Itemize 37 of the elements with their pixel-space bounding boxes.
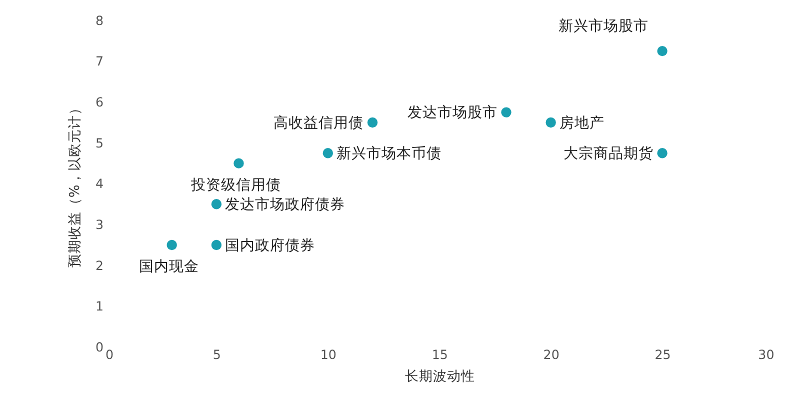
annotation: 新兴市场本币债 — [336, 144, 442, 162]
y-tick-label: 4 — [95, 176, 104, 192]
annotation: 国内政府债券 — [225, 236, 316, 254]
x-tick-label: 5 — [212, 347, 221, 362]
annotation: 高收益信用债 — [274, 114, 364, 132]
x-tick-label: 20 — [543, 347, 560, 362]
y-tick-label: 8 — [95, 12, 104, 28]
y-tick-label: 3 — [95, 216, 104, 232]
annotation: 国内现金 — [138, 258, 199, 276]
x-tick-label: 0 — [105, 347, 114, 362]
y-tick-label: 7 — [95, 54, 104, 69]
x-tick-label: 30 — [758, 347, 774, 362]
point — [657, 46, 668, 56]
y-axis-title: 预期收益（%，以欧元计） — [66, 100, 83, 268]
point — [546, 117, 556, 128]
y-tick-label: 1 — [95, 298, 104, 314]
annotation: 发达市场股市 — [407, 104, 498, 122]
point — [211, 240, 222, 250]
point — [367, 117, 378, 128]
point — [657, 148, 668, 158]
y-tick-label: 5 — [95, 135, 104, 150]
x-axis-title: 长期波动性 — [404, 368, 475, 385]
y-tick-label: 2 — [95, 258, 104, 273]
point — [211, 199, 222, 210]
point — [322, 148, 334, 158]
point — [166, 240, 177, 250]
y-tick-label: 6 — [95, 94, 104, 110]
x-tick-label: 25 — [654, 347, 671, 362]
annotation: 新兴市场股市 — [558, 18, 649, 35]
annotation: 大宗商品期货 — [564, 144, 654, 162]
x-tick-label: 10 — [320, 347, 336, 362]
point — [234, 158, 244, 168]
annotation: 投资级信用债 — [190, 176, 281, 194]
point — [501, 107, 512, 118]
x-tick-label: 15 — [432, 347, 448, 362]
annotation: 发达市场政府债券 — [225, 196, 346, 214]
annotation: 房地产 — [560, 114, 605, 132]
